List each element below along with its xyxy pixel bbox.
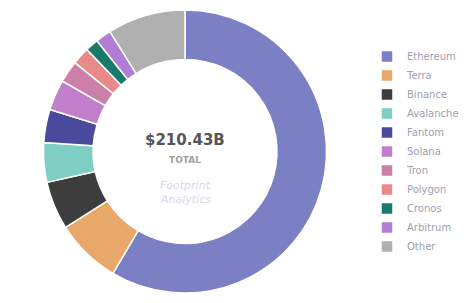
svg-text:$210.43B: $210.43B — [145, 131, 225, 149]
svg-text:Arbitrum: Arbitrum — [407, 222, 451, 233]
svg-text:TOTAL: TOTAL — [169, 155, 201, 165]
svg-text:Binance: Binance — [407, 89, 447, 100]
svg-text:Avalanche: Avalanche — [407, 108, 459, 119]
svg-text:Analytics: Analytics — [160, 193, 211, 206]
svg-text:Other: Other — [407, 241, 436, 252]
svg-text:Terra: Terra — [406, 70, 432, 81]
svg-text:Fantom: Fantom — [407, 127, 444, 138]
svg-text:Solana: Solana — [407, 146, 441, 157]
svg-text:Polygon: Polygon — [407, 184, 446, 195]
svg-text:Footprint: Footprint — [160, 179, 211, 192]
svg-text:Tron: Tron — [406, 165, 428, 176]
svg-text:Ethereum: Ethereum — [407, 51, 456, 62]
svg-text:Cronos: Cronos — [407, 203, 442, 214]
